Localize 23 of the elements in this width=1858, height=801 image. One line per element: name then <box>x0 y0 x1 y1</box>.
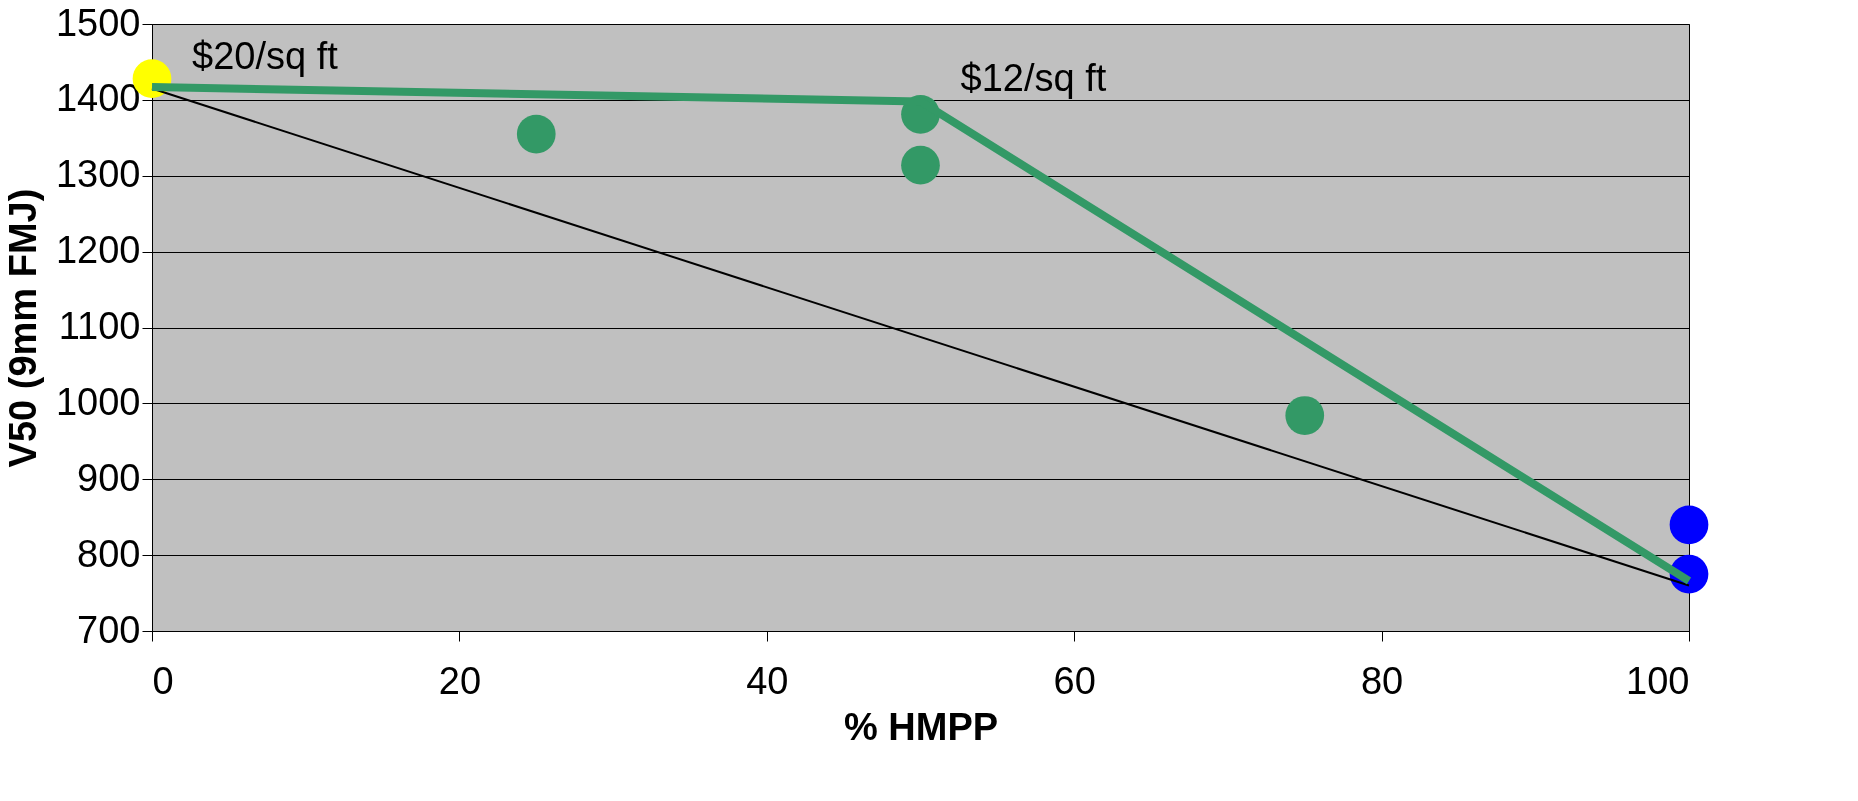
y-tick-label: 1500 <box>55 1 141 44</box>
point <box>1669 505 1709 545</box>
point <box>1285 396 1325 435</box>
y-tick-label: 1400 <box>55 77 141 120</box>
x-tick-label: 100 <box>1626 659 1690 702</box>
x-axis-title: % HMPP <box>843 705 999 748</box>
x-tick-label: 80 <box>1360 659 1404 702</box>
x-tick-label: 0 <box>152 659 174 702</box>
point <box>516 114 556 154</box>
y-tick-label: 1200 <box>55 229 141 272</box>
annotation: $12/sq ft <box>960 57 1107 100</box>
y-tick-label: 1300 <box>55 153 141 196</box>
annotation: $20/sq ft <box>192 34 339 77</box>
y-axis-title: V50 (9mm FMJ) <box>1 188 44 468</box>
x-tick-label: 20 <box>438 659 482 702</box>
y-tick-label: 900 <box>77 456 141 499</box>
x-tick-label: 60 <box>1053 659 1096 702</box>
y-tick-label: 1000 <box>55 380 141 423</box>
x-tick-label: 40 <box>746 659 789 702</box>
point <box>901 145 940 185</box>
y-tick-label: 800 <box>77 532 141 575</box>
y-tick-label: 1100 <box>58 305 141 347</box>
y-tick-label: 700 <box>77 608 141 651</box>
